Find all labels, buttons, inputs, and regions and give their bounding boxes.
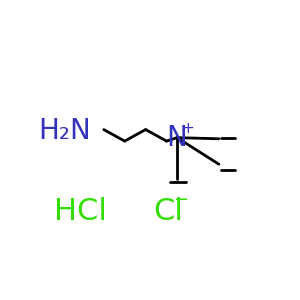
Text: N: N xyxy=(167,124,188,152)
Text: −: − xyxy=(173,191,188,209)
Text: H₂N: H₂N xyxy=(38,117,91,145)
Text: +: + xyxy=(182,122,194,136)
Text: Cl: Cl xyxy=(153,197,183,226)
Text: HCl: HCl xyxy=(54,197,107,226)
